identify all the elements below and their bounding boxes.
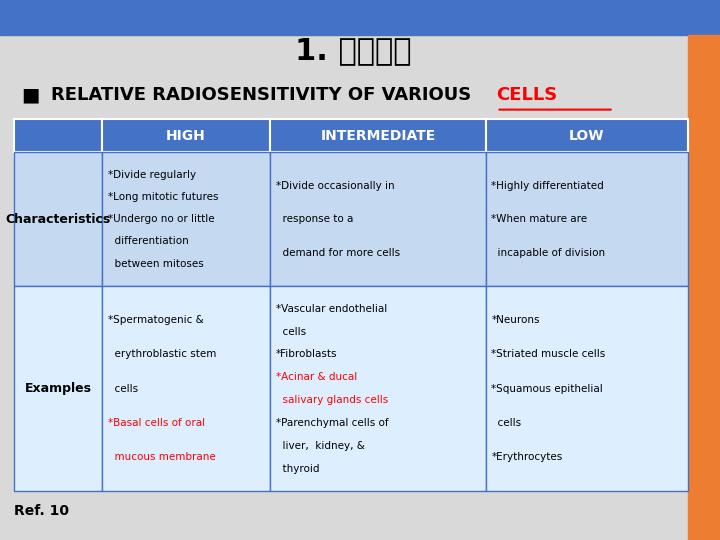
Text: demand for more cells: demand for more cells: [276, 247, 400, 258]
Text: *Parenchymal cells of: *Parenchymal cells of: [276, 418, 389, 428]
Text: *Striated muscle cells: *Striated muscle cells: [491, 349, 606, 360]
Text: HIGH: HIGH: [166, 129, 206, 143]
Text: *Vascular endothelial: *Vascular endothelial: [276, 304, 387, 314]
Text: cells: cells: [491, 418, 521, 428]
Text: ■: ■: [21, 85, 40, 104]
Text: *Divide regularly: *Divide regularly: [108, 170, 196, 179]
Text: INTERMEDIATE: INTERMEDIATE: [320, 129, 436, 143]
Text: LOW: LOW: [569, 129, 604, 143]
Text: incapable of division: incapable of division: [491, 247, 606, 258]
Text: erythroblastic stem: erythroblastic stem: [108, 349, 216, 360]
Text: Ref. 10: Ref. 10: [14, 504, 69, 518]
Text: *Highly differentiated: *Highly differentiated: [491, 181, 604, 191]
Text: RELATIVE RADIOSENSITIVITY OF VARIOUS: RELATIVE RADIOSENSITIVITY OF VARIOUS: [51, 85, 478, 104]
Text: *Erythrocytes: *Erythrocytes: [491, 452, 562, 462]
Text: salivary glands cells: salivary glands cells: [276, 395, 388, 405]
Text: *Fibroblasts: *Fibroblasts: [276, 349, 338, 360]
Text: response to a: response to a: [276, 214, 354, 224]
Text: liver,  kidney, &: liver, kidney, &: [276, 441, 365, 451]
Text: *Basal cells of oral: *Basal cells of oral: [108, 418, 204, 428]
Text: CELLS: CELLS: [497, 85, 558, 104]
Text: cells: cells: [108, 384, 138, 394]
Text: Examples: Examples: [24, 382, 91, 395]
Text: *Acinar & ducal: *Acinar & ducal: [276, 372, 357, 382]
Text: cells: cells: [276, 327, 306, 336]
Text: *Long mitotic futures: *Long mitotic futures: [108, 192, 218, 202]
Text: Characteristics: Characteristics: [6, 213, 111, 226]
Text: *Spermatogenic &: *Spermatogenic &: [108, 315, 204, 325]
Text: *Squamous epithelial: *Squamous epithelial: [491, 384, 603, 394]
Text: differentiation: differentiation: [108, 237, 189, 246]
Text: *Divide occasionally in: *Divide occasionally in: [276, 181, 395, 191]
Text: thyroid: thyroid: [276, 463, 320, 474]
Text: *Neurons: *Neurons: [491, 315, 540, 325]
Text: *When mature are: *When mature are: [491, 214, 588, 224]
Text: between mitoses: between mitoses: [108, 259, 204, 269]
Text: mucous membrane: mucous membrane: [108, 452, 215, 462]
Text: 1. 基本知識: 1. 基本知識: [294, 37, 411, 65]
Text: *Undergo no or little: *Undergo no or little: [108, 214, 215, 224]
